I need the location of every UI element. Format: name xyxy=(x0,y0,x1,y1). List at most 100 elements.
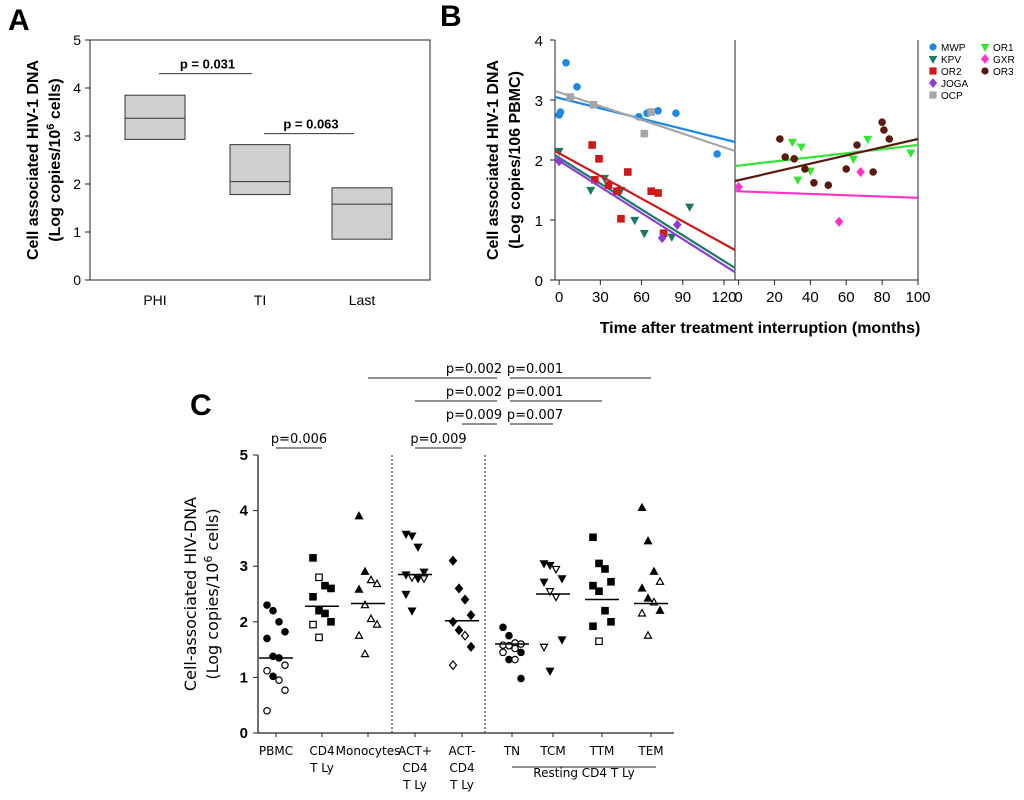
panel-c-group-label: Resting CD4 T Ly xyxy=(533,766,634,780)
panel-b-ylabel-line2: (Log copies/106 PBMC) xyxy=(507,71,524,249)
panel-c-ytick-label: 5 xyxy=(240,447,248,464)
panel-c-xtick-label: CD4 xyxy=(449,761,474,775)
panel-c-comparison-label: p=0.009 xyxy=(410,432,466,447)
panel-c-comparison-label: p=0.002 xyxy=(446,362,502,377)
panel-c-point xyxy=(360,648,370,658)
panel-c-point xyxy=(309,620,317,629)
panel-c-xtick-label: T Ly xyxy=(402,778,427,792)
panel-c-point xyxy=(589,533,597,542)
panel-b-point-or3 xyxy=(885,135,894,143)
panel-c-point xyxy=(275,617,283,626)
panel-b-point-joga xyxy=(672,219,682,230)
panel-c-comparison-label: p=0.001 xyxy=(507,362,563,377)
panel-c-point xyxy=(419,568,429,577)
panel-b-legend-label: MWP xyxy=(941,43,966,54)
panel-c-comparison-label: p=0.009 xyxy=(446,408,502,423)
panel-b-legend-marker-kpv xyxy=(928,55,938,64)
panel-c-point xyxy=(281,686,289,694)
panel-c-point xyxy=(448,555,458,566)
panel-b-point-or2 xyxy=(624,168,632,176)
panel-b-point-mwp xyxy=(654,107,662,115)
panel-b-ytick-label: 0 xyxy=(535,273,543,290)
panel-c-point xyxy=(466,610,476,621)
panel-c-xtick-label: PBMC xyxy=(259,744,293,758)
panel-b-right-xtick-label: 60 xyxy=(838,289,855,306)
panel-c-point xyxy=(309,554,317,562)
panel-a-ytick-label: 2 xyxy=(73,176,81,192)
panel-c-point xyxy=(460,594,470,605)
panel-c-point xyxy=(595,637,603,646)
panel-b-legend-marker-joga xyxy=(928,78,938,88)
panel-b-point-or1 xyxy=(796,143,806,152)
panel-b-right-fit-or1 xyxy=(734,143,919,168)
panel-b-point-mwp xyxy=(556,108,565,116)
panel-b-ytick-label: 2 xyxy=(535,153,543,170)
panel-b-point-or3 xyxy=(824,181,833,190)
panel-b-point-or1 xyxy=(848,155,858,164)
panel-b-left-fit-ocp xyxy=(554,89,736,153)
panel-b-left-xtick-label: 120 xyxy=(711,289,736,306)
panel-c-point xyxy=(545,588,555,597)
panel-c-point xyxy=(372,619,382,628)
panel-b-left-fit-mwp xyxy=(554,95,736,144)
panel-b-point-kpv xyxy=(667,233,677,242)
panel-a-ytick-label: 1 xyxy=(73,224,81,240)
panel-letter-b: B xyxy=(440,0,462,33)
panel-b-point-mwp xyxy=(573,83,581,91)
panel-b-point-mwp xyxy=(562,58,570,67)
panel-b-legend-label: OR1 xyxy=(993,43,1014,54)
panel-c-point xyxy=(372,578,382,588)
panel-c-point xyxy=(454,583,464,594)
panel-c-point xyxy=(643,536,653,545)
panel-b-right-xtick-label: 20 xyxy=(766,289,783,306)
panel-b-point-or2 xyxy=(617,215,625,223)
panel-letter-a: A xyxy=(8,4,30,37)
panel-c-point xyxy=(413,543,423,552)
panel-c-point xyxy=(551,565,561,575)
panel-c-point xyxy=(511,655,519,664)
panel-a-box xyxy=(229,144,291,196)
panel-c-point xyxy=(557,575,567,584)
panel-c-point xyxy=(601,565,609,573)
panel-c-xtick-label: ACT+ xyxy=(398,744,432,758)
panel-c-point xyxy=(551,593,561,602)
panel-c-point xyxy=(263,634,271,643)
panel-b-left-fit-or2 xyxy=(554,150,736,251)
panel-b-point-or2 xyxy=(654,189,662,197)
panel-b-right-xtick-label: 80 xyxy=(874,289,891,306)
panel-b-ylabel-line1: Cell associated HIV-1 DNA xyxy=(485,60,502,261)
panel-b-point-ocp xyxy=(566,93,574,101)
panel-c-point xyxy=(595,587,603,596)
panel-b-point-joga xyxy=(657,232,667,244)
panel-c-point xyxy=(505,631,513,640)
panel-b-point-kpv xyxy=(639,230,649,239)
panel-b-point-or3 xyxy=(790,155,799,163)
panel-c-point xyxy=(315,573,323,582)
panel-c-point xyxy=(499,648,507,657)
panel-b-point-joga xyxy=(554,156,564,167)
panel-c-xtick-label: TCM xyxy=(539,744,565,758)
panel-c-xtick-label: ACT- xyxy=(449,744,476,758)
panel-c-point xyxy=(643,593,653,602)
panel-b-legend-marker-or3 xyxy=(981,67,989,75)
panel-b-legend-marker-gxr xyxy=(980,54,990,64)
panel-b-point-or3 xyxy=(781,153,790,161)
panel-c-point xyxy=(448,616,458,627)
panel-c-point xyxy=(607,577,615,586)
panel-b-point-kpv xyxy=(586,186,596,196)
panel-b-right-xtick-label: 40 xyxy=(802,289,819,306)
panel-b-legend-label: OR3 xyxy=(993,67,1014,78)
panel-a-annotation-text: p = 0.031 xyxy=(180,57,235,72)
panel-c-point xyxy=(637,608,647,617)
panel-b-point-mwp xyxy=(672,109,680,118)
panel-c-point xyxy=(499,641,507,649)
panel-b-xlabel: Time after treatment interruption (month… xyxy=(600,320,921,337)
panel-c-point xyxy=(499,623,507,632)
panel-c-ylabel-line1: Cell-associated HIV-DNA xyxy=(181,497,200,691)
panel-c-point xyxy=(454,625,464,636)
panel-b-point-or3 xyxy=(880,126,888,134)
panel-c-point xyxy=(354,630,364,639)
panel-c-point xyxy=(539,643,549,652)
panel-c-point xyxy=(281,661,289,669)
panel-c-xtick-label: CD4 xyxy=(402,761,427,775)
